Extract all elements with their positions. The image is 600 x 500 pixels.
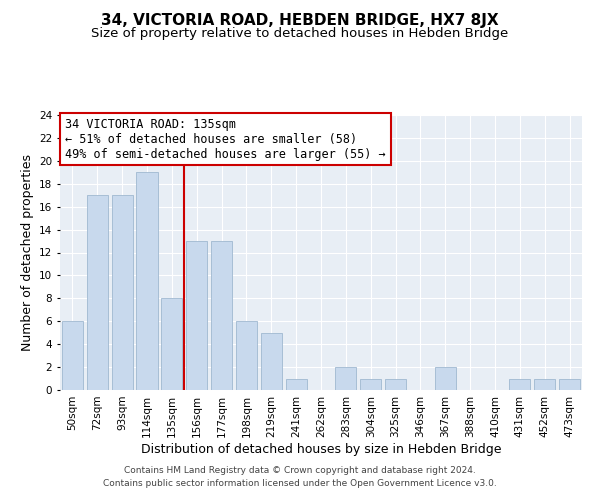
Bar	[87, 195, 108, 390]
Bar	[360, 378, 381, 390]
Bar	[559, 378, 580, 390]
Text: 34 VICTORIA ROAD: 135sqm
← 51% of detached houses are smaller (58)
49% of semi-d: 34 VICTORIA ROAD: 135sqm ← 51% of detach…	[65, 118, 386, 161]
Bar	[236, 322, 257, 390]
Bar	[62, 322, 83, 390]
Bar	[186, 241, 207, 390]
Bar	[112, 195, 133, 390]
Bar	[161, 298, 182, 390]
Bar	[534, 378, 555, 390]
Y-axis label: Number of detached properties: Number of detached properties	[20, 154, 34, 351]
Bar	[261, 332, 282, 390]
X-axis label: Distribution of detached houses by size in Hebden Bridge: Distribution of detached houses by size …	[141, 442, 501, 456]
Bar	[509, 378, 530, 390]
Bar	[385, 378, 406, 390]
Text: Contains HM Land Registry data © Crown copyright and database right 2024.
Contai: Contains HM Land Registry data © Crown c…	[103, 466, 497, 487]
Bar	[211, 241, 232, 390]
Text: 34, VICTORIA ROAD, HEBDEN BRIDGE, HX7 8JX: 34, VICTORIA ROAD, HEBDEN BRIDGE, HX7 8J…	[101, 12, 499, 28]
Bar	[435, 367, 456, 390]
Bar	[335, 367, 356, 390]
Text: Size of property relative to detached houses in Hebden Bridge: Size of property relative to detached ho…	[91, 28, 509, 40]
Bar	[136, 172, 158, 390]
Bar	[286, 378, 307, 390]
